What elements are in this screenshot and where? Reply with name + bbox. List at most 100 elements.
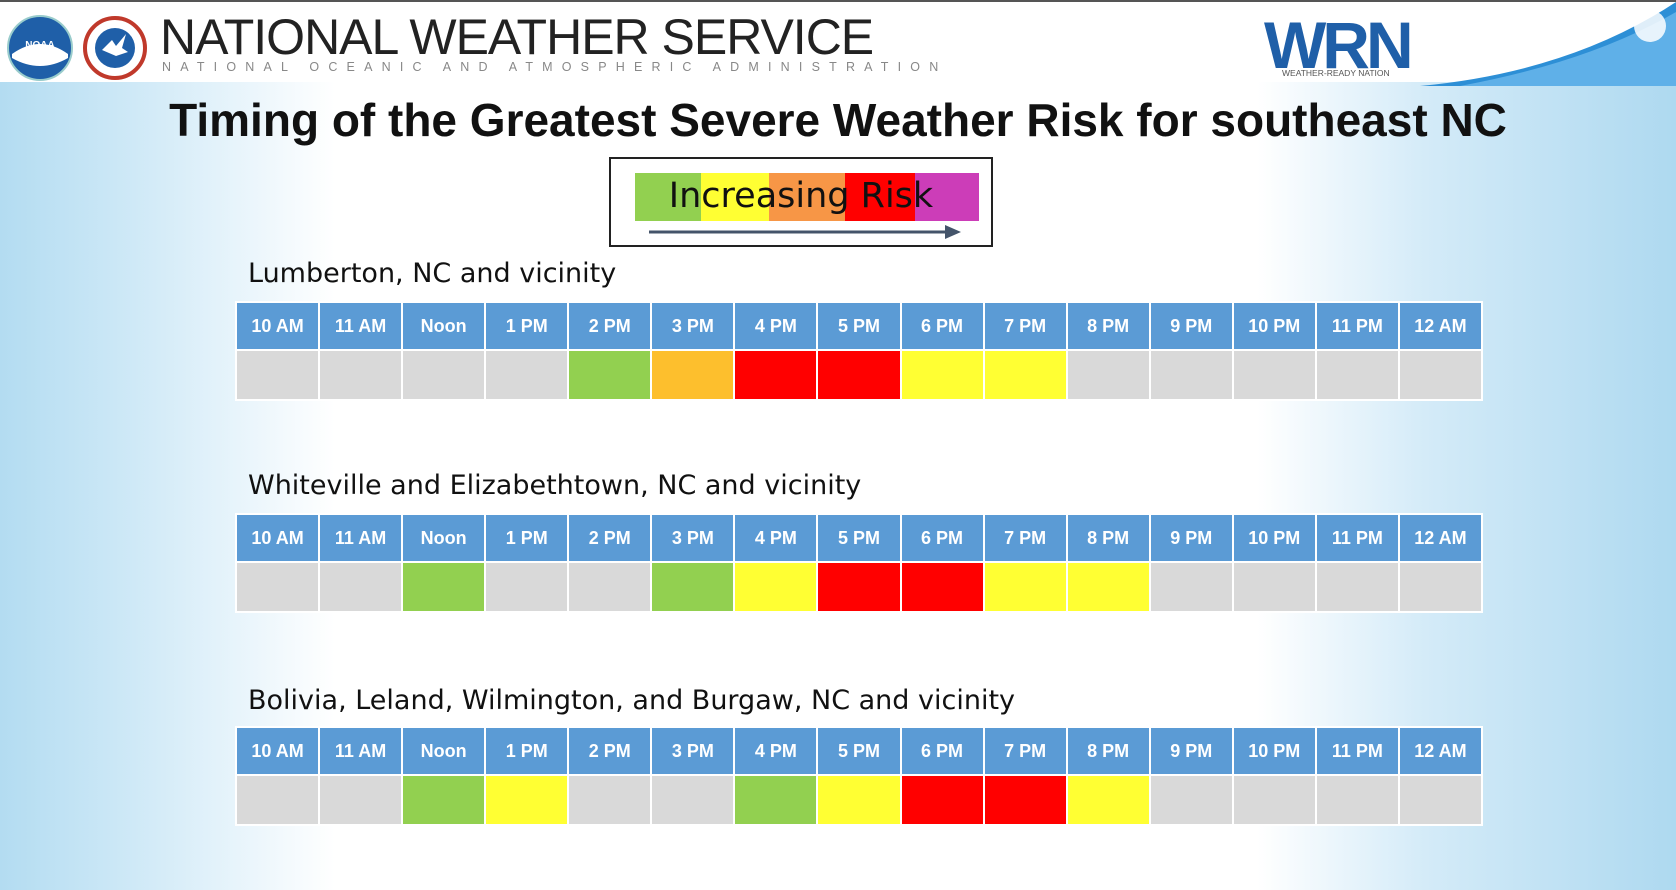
risk-cell-none — [236, 775, 319, 825]
hour-header-cell: 3 PM — [651, 302, 734, 350]
hour-header-cell: 5 PM — [817, 302, 900, 350]
hour-header-cell: 8 PM — [1067, 302, 1150, 350]
risk-cell-yellow — [984, 562, 1067, 612]
risk-row — [236, 562, 1482, 612]
risk-cell-red — [817, 350, 900, 400]
hour-header-cell: 2 PM — [568, 302, 651, 350]
location-label: Lumberton, NC and vicinity — [248, 258, 616, 289]
hour-header-cell: 10 PM — [1233, 727, 1316, 775]
risk-cell-yellow — [734, 562, 817, 612]
header-banner: NOAA NATIONAL WEATHER SERVICE NATIONAL O… — [0, 0, 1676, 82]
hour-header-cell: 10 AM — [236, 514, 319, 562]
wrn-subtitle: WEATHER-READY NATION — [1282, 68, 1390, 78]
risk-cell-none — [402, 350, 485, 400]
hour-header-cell: 11 AM — [319, 727, 402, 775]
risk-cell-red — [984, 775, 1067, 825]
hour-header-cell: 2 PM — [568, 727, 651, 775]
risk-cell-none — [568, 562, 651, 612]
risk-cell-none — [568, 775, 651, 825]
risk-cell-none — [485, 562, 568, 612]
risk-cell-none — [1399, 562, 1482, 612]
risk-cell-none — [485, 350, 568, 400]
hour-header-cell: 1 PM — [485, 727, 568, 775]
hour-header-cell: 4 PM — [734, 727, 817, 775]
header-swoosh — [1420, 2, 1676, 86]
risk-timeline-table: 10 AM 11 AM Noon 1 PM 2 PM 3 PM 4 PM 5 PM 6 PM 7 … — [235, 301, 1483, 401]
risk-row — [236, 350, 1482, 400]
hour-header-cell: 2 PM — [568, 514, 651, 562]
risk-cell-green — [734, 775, 817, 825]
hour-header-cell: 9 PM — [1150, 514, 1233, 562]
hour-header-cell: 11 AM — [319, 514, 402, 562]
hour-header-cell: 11 PM — [1316, 727, 1399, 775]
hour-header-cell: 5 PM — [817, 727, 900, 775]
risk-cell-yellow — [1067, 775, 1150, 825]
arrow-right-icon — [649, 223, 961, 241]
risk-cell-none — [1316, 350, 1399, 400]
risk-cell-none — [1150, 562, 1233, 612]
risk-cell-none — [236, 562, 319, 612]
hour-header-cell: 7 PM — [984, 727, 1067, 775]
hour-header-cell: 3 PM — [651, 514, 734, 562]
risk-legend: Increasing Risk — [609, 157, 993, 247]
hour-header-cell: 6 PM — [901, 727, 984, 775]
hour-header-cell: 12 AM — [1399, 302, 1482, 350]
risk-cell-none — [1399, 350, 1482, 400]
risk-cell-green — [651, 562, 734, 612]
risk-cell-none — [1316, 775, 1399, 825]
risk-cell-none — [319, 562, 402, 612]
hour-header-cell: 10 PM — [1233, 514, 1316, 562]
nws-seal-icon — [82, 12, 148, 84]
risk-cell-none — [319, 350, 402, 400]
risk-cell-yellow — [485, 775, 568, 825]
hour-header-cell: 8 PM — [1067, 514, 1150, 562]
risk-cell-green — [568, 350, 651, 400]
hour-header-cell: 4 PM — [734, 302, 817, 350]
risk-cell-green — [402, 562, 485, 612]
risk-cell-none — [1150, 775, 1233, 825]
noaa-logo-icon: NOAA — [6, 14, 74, 82]
risk-cell-none — [1233, 775, 1316, 825]
hour-header-cell: Noon — [402, 727, 485, 775]
hour-header-row: 10 AM 11 AM Noon 1 PM 2 PM 3 PM 4 PM 5 PM 6 PM 7 … — [236, 514, 1482, 562]
hour-header-row: 10 AM 11 AM Noon 1 PM 2 PM 3 PM 4 PM 5 PM 6 PM 7 … — [236, 302, 1482, 350]
risk-cell-none — [236, 350, 319, 400]
risk-cell-yellow — [984, 350, 1067, 400]
risk-cell-red — [901, 562, 984, 612]
risk-cell-yellow — [1067, 562, 1150, 612]
risk-cell-none — [1150, 350, 1233, 400]
hour-header-cell: 7 PM — [984, 514, 1067, 562]
hour-header-cell: 10 PM — [1233, 302, 1316, 350]
nws-subtitle: NATIONAL OCEANIC AND ATMOSPHERIC ADMINIS… — [162, 60, 947, 74]
hour-header-cell: 1 PM — [485, 514, 568, 562]
risk-cell-none — [1316, 562, 1399, 612]
legend-label: Increasing Risk — [611, 176, 991, 216]
risk-cell-yellow — [817, 775, 900, 825]
hour-header-cell: 11 PM — [1316, 514, 1399, 562]
hour-header-cell: 9 PM — [1150, 727, 1233, 775]
hour-header-cell: 11 PM — [1316, 302, 1399, 350]
risk-cell-red — [817, 562, 900, 612]
risk-cell-orange — [651, 350, 734, 400]
hour-header-cell: 10 AM — [236, 302, 319, 350]
risk-cell-none — [1399, 775, 1482, 825]
risk-row — [236, 775, 1482, 825]
risk-cell-none — [319, 775, 402, 825]
risk-cell-none — [1233, 562, 1316, 612]
risk-cell-red — [734, 350, 817, 400]
hour-header-cell: 1 PM — [485, 302, 568, 350]
hour-header-cell: 11 AM — [319, 302, 402, 350]
hour-header-cell: Noon — [402, 302, 485, 350]
risk-cell-none — [1233, 350, 1316, 400]
risk-cell-none — [1067, 350, 1150, 400]
hour-header-cell: 4 PM — [734, 514, 817, 562]
hour-header-cell: 6 PM — [901, 302, 984, 350]
risk-cell-green — [402, 775, 485, 825]
hour-header-cell: 8 PM — [1067, 727, 1150, 775]
page-title: Timing of the Greatest Severe Weather Ri… — [0, 93, 1676, 147]
hour-header-row: 10 AM 11 AM Noon 1 PM 2 PM 3 PM 4 PM 5 PM 6 PM 7 … — [236, 727, 1482, 775]
hour-header-cell: 6 PM — [901, 514, 984, 562]
hour-header-cell: 12 AM — [1399, 727, 1482, 775]
risk-timeline-table: 10 AM 11 AM Noon 1 PM 2 PM 3 PM 4 PM 5 PM 6 PM 7 … — [235, 513, 1483, 613]
risk-cell-none — [651, 775, 734, 825]
